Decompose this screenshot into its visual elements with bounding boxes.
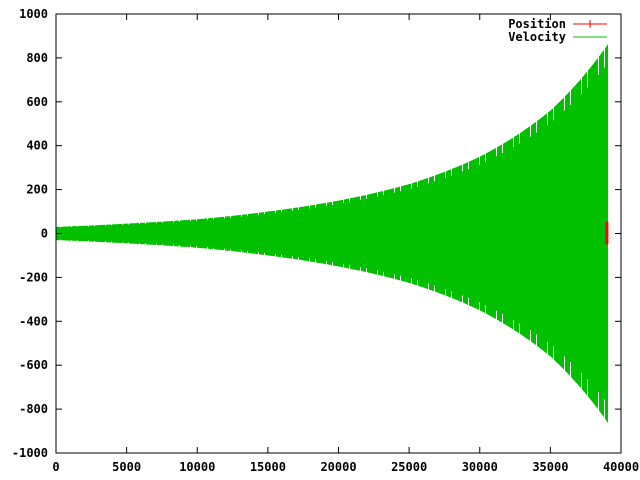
y-tick-label: -600 [19,358,48,372]
y-tick-label: -400 [19,314,48,328]
axis-ticks [55,13,622,454]
x-axis-tick-labels: 0 5000 10000 15000 20000 25000 30000 35000 40000 [52,460,639,474]
y-tick-label: -800 [19,402,48,416]
legend-label-position: Position [508,17,566,31]
y-tick-label: -200 [19,270,48,284]
legend-label-velocity: Velocity [508,30,566,44]
position-series [605,221,609,245]
y-tick-label: 200 [26,183,48,197]
x-tick-label: 0 [52,460,59,474]
x-tick-label: 5000 [112,460,141,474]
y-axis-tick-labels: -1000 -800 -600 -400 -200 0 200 400 600 800 1000 [12,7,48,460]
position-line [605,221,609,245]
velocity-series [56,44,608,423]
x-tick-label: 40000 [603,460,639,474]
y-tick-label: 600 [26,95,48,109]
legend: Position Velocity [508,17,607,44]
x-tick-label: 30000 [462,460,498,474]
y-tick-label: 1000 [19,7,48,21]
y-tick-label: 400 [26,139,48,153]
velocity-line [56,44,608,423]
y-tick-label: -1000 [12,446,48,460]
x-tick-label: 10000 [179,460,215,474]
x-tick-label: 25000 [391,460,427,474]
x-tick-label: 15000 [250,460,286,474]
y-tick-label: 800 [26,51,48,65]
y-tick-label: 0 [41,227,48,241]
x-tick-label: 20000 [320,460,356,474]
x-tick-label: 35000 [532,460,568,474]
